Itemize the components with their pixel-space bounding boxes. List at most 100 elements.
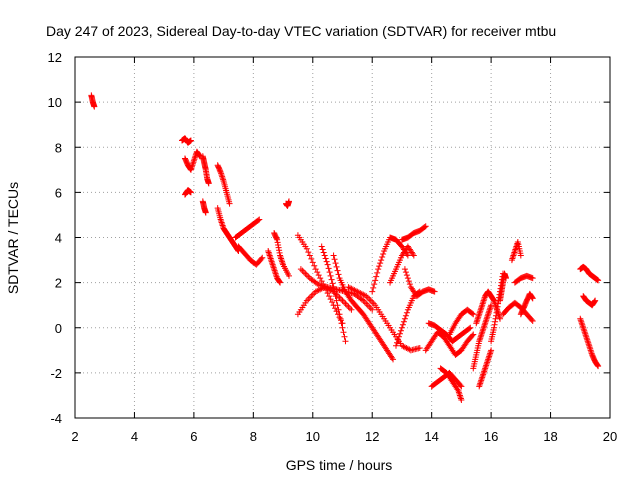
data-point-marker bbox=[335, 306, 342, 313]
data-point-marker bbox=[393, 342, 399, 349]
data-point-marker bbox=[402, 312, 409, 319]
data-point-marker bbox=[91, 103, 98, 110]
data-point-marker bbox=[258, 255, 265, 262]
series-arc-k bbox=[265, 248, 284, 286]
series-arc-ah bbox=[497, 270, 509, 304]
data-point-marker bbox=[255, 217, 262, 224]
data-point-marker bbox=[320, 249, 327, 256]
data-point-marker bbox=[592, 297, 599, 304]
series-arc-aj bbox=[508, 239, 524, 264]
data-point-marker bbox=[332, 260, 339, 267]
data-point-marker bbox=[187, 137, 194, 144]
data-point-marker bbox=[395, 333, 402, 340]
data-point-marker bbox=[332, 305, 339, 312]
data-point-marker bbox=[317, 275, 324, 282]
series-arc-an bbox=[577, 263, 602, 284]
data-point-marker bbox=[335, 271, 342, 278]
series-arc-h bbox=[214, 205, 242, 255]
series-arc-l bbox=[271, 229, 292, 279]
data-point-marker bbox=[403, 272, 410, 279]
data-point-marker bbox=[319, 246, 326, 253]
data-point-marker bbox=[337, 315, 344, 322]
data-point-marker bbox=[529, 295, 536, 302]
data-point-marker bbox=[309, 259, 316, 266]
y-tick-label: -4 bbox=[50, 411, 62, 426]
data-point-marker bbox=[404, 252, 411, 259]
data-point-marker bbox=[397, 327, 404, 334]
grid-lines bbox=[75, 57, 610, 418]
data-point-marker bbox=[334, 302, 341, 309]
data-point-marker bbox=[595, 277, 602, 284]
series-arc-ae bbox=[473, 288, 504, 327]
y-tick-label: 2 bbox=[55, 276, 62, 291]
data-point-marker bbox=[406, 281, 413, 288]
data-point-marker bbox=[469, 310, 476, 317]
series-arc-ab bbox=[428, 369, 465, 390]
chart-title: Day 247 of 2023, Sidereal Day-to-day VTE… bbox=[46, 23, 556, 39]
series-arc-ad bbox=[470, 302, 495, 372]
axis-ticks: 2 4 6 8 10 12 14 16 18 20 -4 -2 0 2 4 6 8 10 12 bbox=[48, 50, 618, 444]
data-point-marker bbox=[595, 363, 602, 370]
data-point-marker bbox=[336, 311, 343, 318]
series-arc-e bbox=[199, 153, 212, 187]
x-tick-label: 8 bbox=[250, 429, 257, 444]
data-point-marker bbox=[226, 200, 233, 207]
y-tick-label: 6 bbox=[55, 185, 62, 200]
x-tick-label: 12 bbox=[365, 429, 379, 444]
data-point-marker bbox=[331, 256, 338, 263]
data-point-marker bbox=[277, 279, 284, 286]
data-point-marker bbox=[358, 296, 365, 303]
data-point-marker bbox=[187, 189, 194, 196]
series-arc-d bbox=[181, 187, 194, 198]
data-point-marker bbox=[369, 288, 376, 295]
data-point-marker bbox=[401, 315, 408, 322]
data-point-marker bbox=[529, 275, 536, 282]
series-arc-u bbox=[387, 243, 417, 286]
data-point-marker bbox=[373, 273, 380, 280]
data-point-marker bbox=[457, 382, 464, 389]
data-point-marker bbox=[470, 311, 477, 318]
data-point-marker bbox=[333, 263, 340, 270]
data-point-marker bbox=[327, 272, 334, 279]
data-point-marker bbox=[378, 257, 385, 264]
series-arc-a bbox=[88, 92, 98, 110]
x-axis-title: GPS time / hours bbox=[286, 457, 393, 473]
y-axis-title: SDTVAR / TECUs bbox=[5, 182, 21, 294]
series-arc-z bbox=[425, 320, 474, 345]
data-point-marker bbox=[517, 252, 524, 259]
x-tick-label: 20 bbox=[603, 429, 617, 444]
data-point-marker bbox=[305, 249, 312, 256]
series-arc-i bbox=[232, 216, 263, 241]
data-point-marker bbox=[329, 299, 336, 306]
data-point-marker bbox=[322, 255, 329, 262]
data-point-marker bbox=[329, 280, 336, 287]
data-point-marker bbox=[421, 223, 428, 230]
data-point-marker bbox=[256, 216, 263, 223]
data-point-marker bbox=[339, 324, 346, 331]
data-point-marker bbox=[466, 325, 473, 332]
data-point-marker bbox=[324, 261, 331, 268]
series-arc-af bbox=[476, 347, 495, 390]
data-point-marker bbox=[416, 345, 423, 352]
data-point-marker bbox=[348, 306, 355, 313]
data-point-marker bbox=[341, 333, 348, 340]
data-point-marker bbox=[380, 251, 387, 258]
series-arc-q bbox=[318, 243, 349, 345]
data-point-marker bbox=[332, 293, 339, 300]
data-point-marker bbox=[340, 329, 347, 336]
series-arc-x bbox=[393, 288, 423, 349]
data-point-marker bbox=[321, 252, 328, 259]
y-tick-label: 0 bbox=[55, 321, 62, 336]
data-point-marker bbox=[396, 330, 403, 337]
data-point-marker bbox=[325, 265, 332, 272]
data-point-marker bbox=[303, 245, 310, 252]
data-point-marker bbox=[502, 275, 509, 282]
data-point-marker bbox=[326, 293, 333, 300]
x-tick-label: 16 bbox=[484, 429, 498, 444]
data-point-marker bbox=[393, 339, 400, 346]
data-point-marker bbox=[394, 336, 401, 343]
y-tick-label: -2 bbox=[50, 366, 62, 381]
data-point-marker bbox=[286, 198, 292, 205]
series-arc-al bbox=[517, 290, 536, 318]
